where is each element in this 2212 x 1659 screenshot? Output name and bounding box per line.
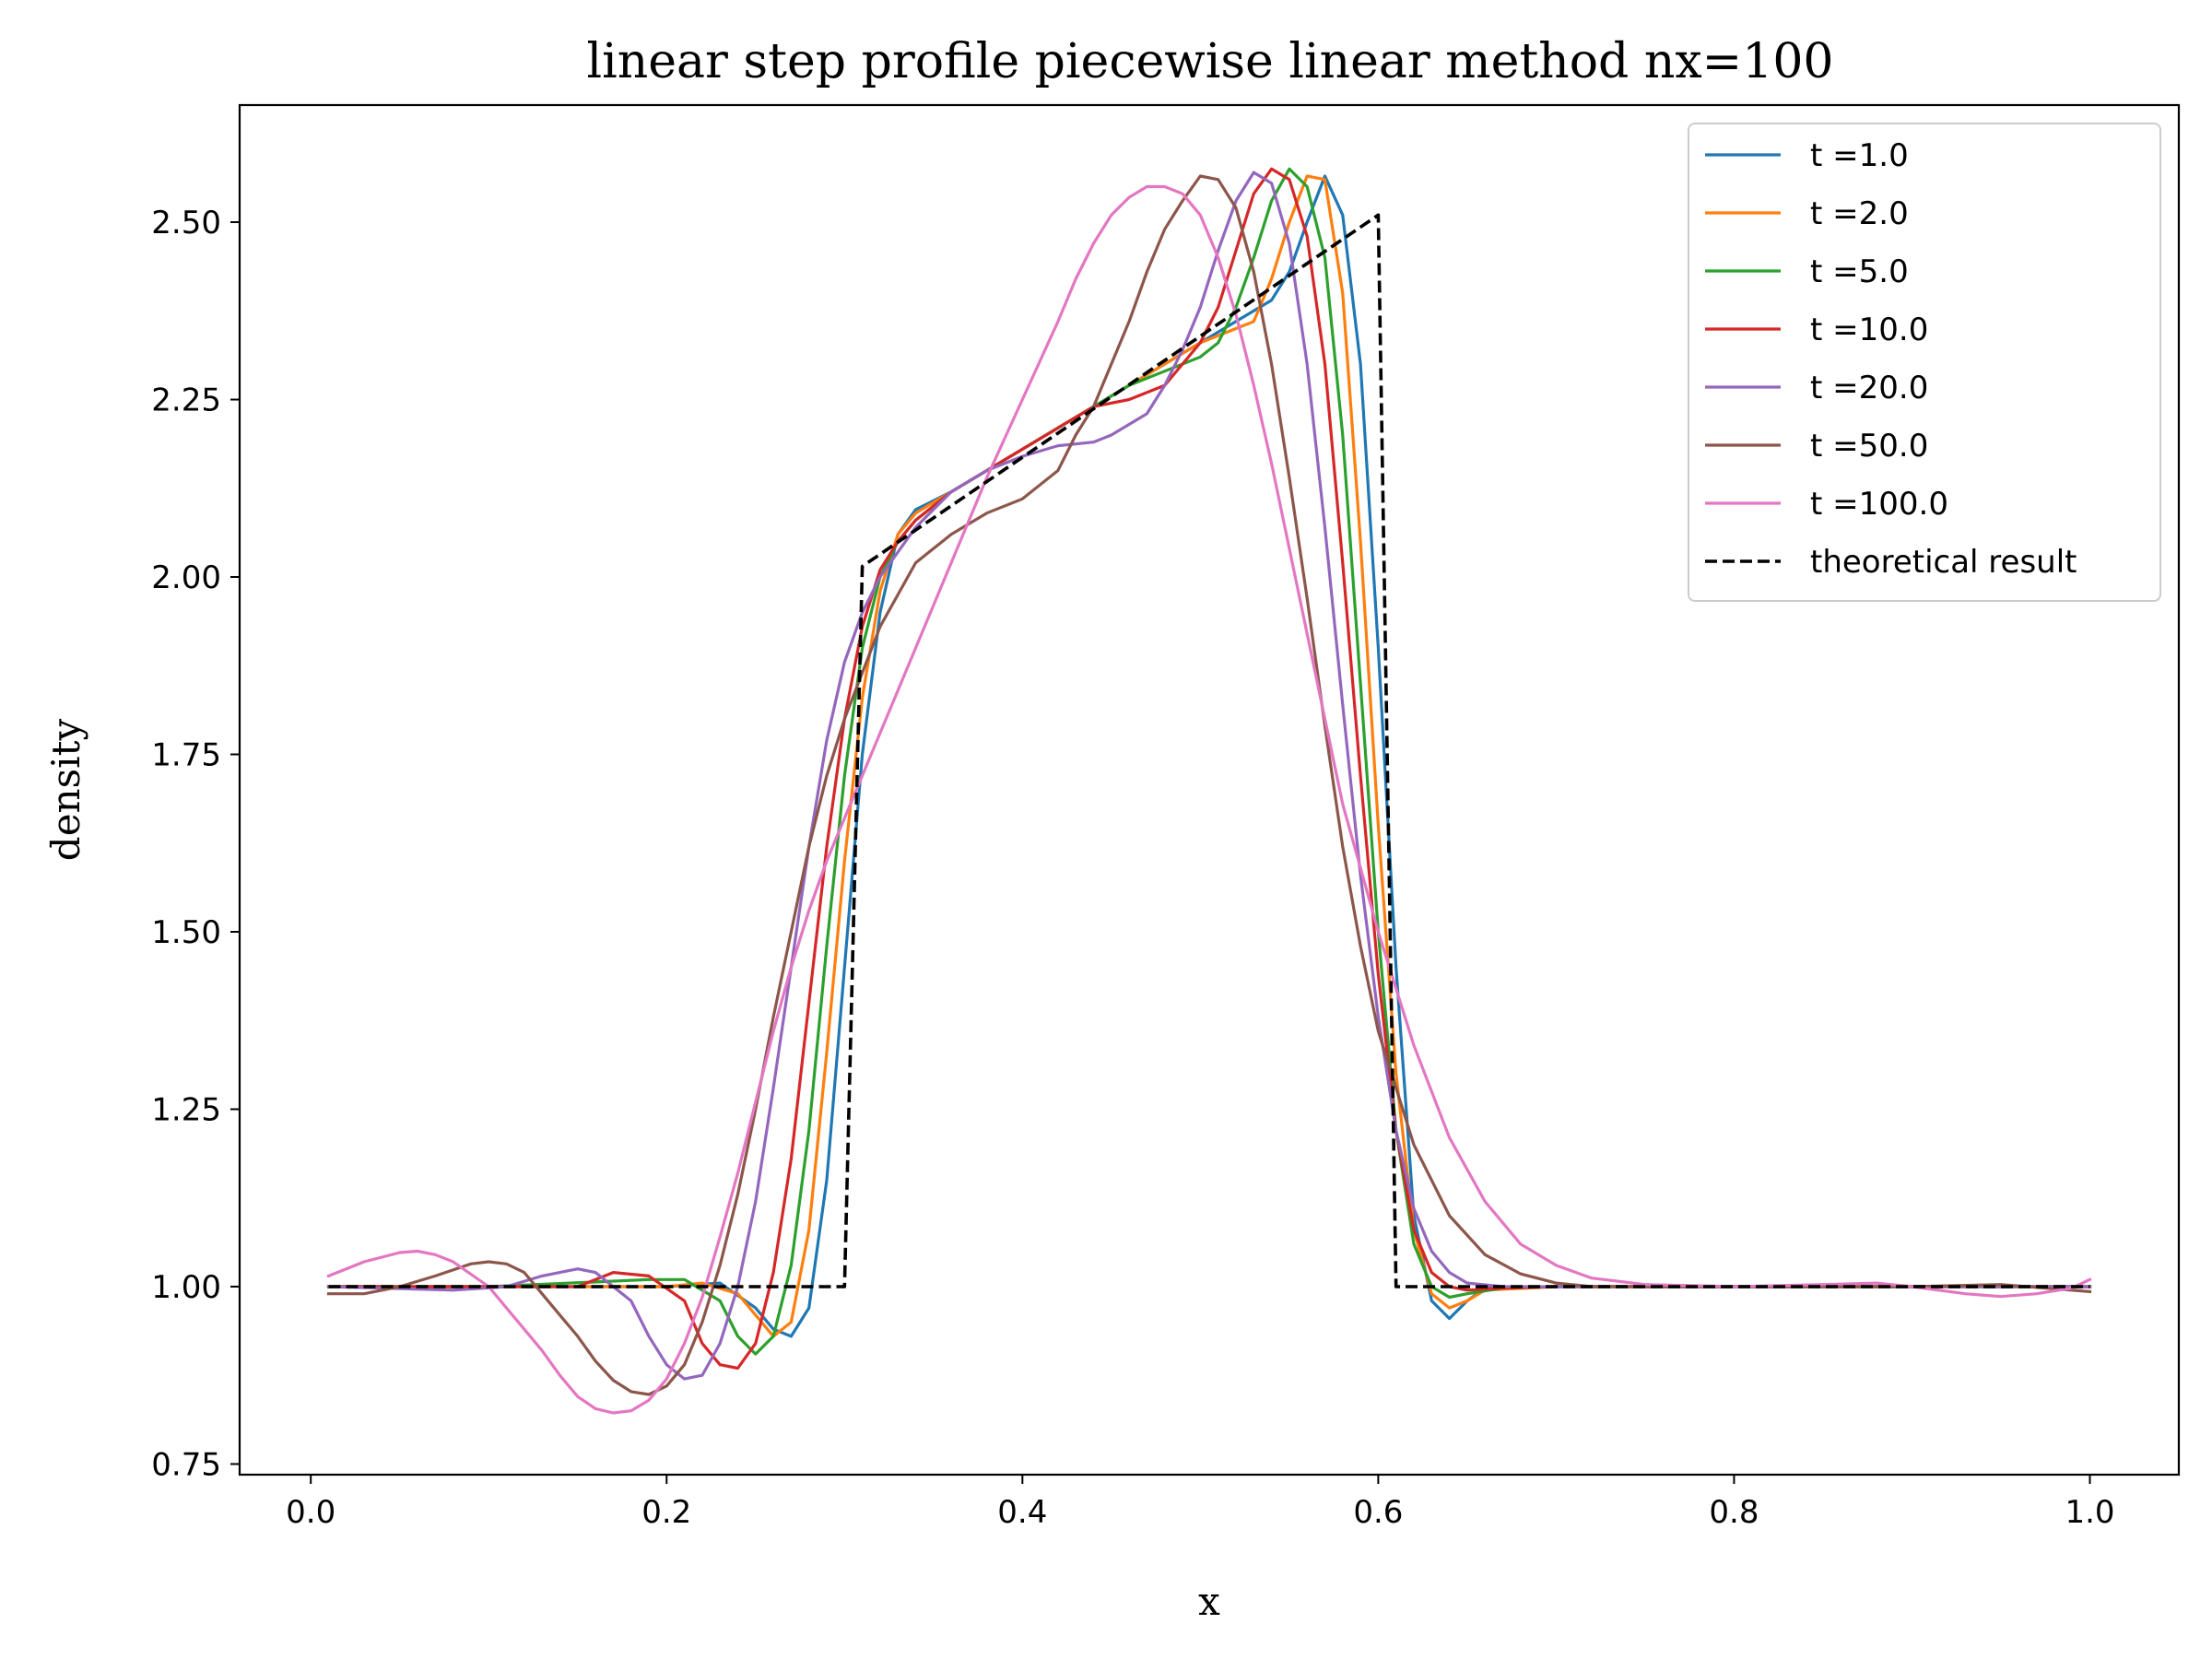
y-tick-label-7: 2.50 — [151, 205, 221, 241]
legend-items: t =1.0 t =2.0 t =5.0 t =10.0 t =20.0 t =50.0 t… — [1705, 137, 2077, 581]
legend-label-1: t =2.0 — [1810, 195, 1909, 232]
y-tick-label-3: 1.50 — [151, 914, 221, 951]
legend-label-2: t =5.0 — [1810, 253, 1909, 290]
series-line-5 — [326, 174, 2092, 1396]
x-axis-label: x — [1198, 1579, 1220, 1624]
legend-label-0: t =1.0 — [1810, 137, 1909, 174]
y-tick-label-5: 2.00 — [151, 559, 221, 596]
legend-label-4: t =20.0 — [1810, 370, 1928, 406]
y-tick-label-0: 0.75 — [151, 1446, 221, 1483]
x-tick-label-0: 0.0 — [286, 1494, 335, 1531]
legend-label-6: t =100.0 — [1810, 486, 1948, 523]
y-axis-ticks: 0.75 1.00 1.25 1.50 1.75 2.00 2.25 2.50 — [151, 205, 240, 1483]
series-line-4 — [326, 171, 2092, 1381]
legend: t =1.0 t =2.0 t =5.0 t =10.0 t =20.0 t =50.0 t… — [1688, 123, 2161, 602]
legend-box — [1688, 123, 2161, 602]
legend-label-7: theoretical result — [1810, 544, 2077, 581]
y-tick-label-6: 2.25 — [151, 382, 221, 419]
y-tick-label-4: 1.75 — [151, 737, 221, 774]
series-layer — [326, 167, 2092, 1415]
x-tick-label-4: 0.8 — [1709, 1494, 1759, 1531]
legend-label-5: t =50.0 — [1810, 428, 1928, 465]
series-line-6 — [326, 184, 2092, 1415]
y-tick-label-2: 1.25 — [151, 1091, 221, 1128]
y-axis-label: density — [43, 719, 88, 862]
x-tick-label-3: 0.6 — [1353, 1494, 1403, 1531]
series-line-3 — [326, 167, 2092, 1371]
legend-label-3: t =10.0 — [1810, 312, 1928, 348]
y-tick-label-1: 1.00 — [151, 1269, 221, 1306]
series-line-7 — [328, 213, 2090, 1288]
chart-title: linear step profile piecewise linear met… — [586, 34, 1833, 89]
x-tick-label-1: 0.2 — [641, 1494, 691, 1531]
plot-frame — [238, 103, 2181, 1477]
x-tick-label-5: 1.0 — [2065, 1494, 2114, 1531]
x-tick-label-2: 0.4 — [997, 1494, 1047, 1531]
x-axis-ticks: 0.0 0.2 0.4 0.6 0.8 1.0 — [286, 1475, 2115, 1531]
